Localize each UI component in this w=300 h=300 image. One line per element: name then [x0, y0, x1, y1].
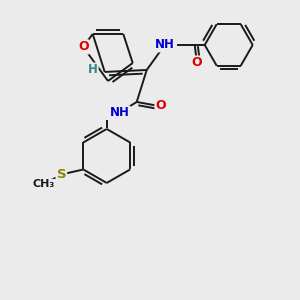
Text: S: S — [56, 168, 66, 181]
Text: O: O — [191, 56, 202, 70]
Text: O: O — [155, 100, 166, 112]
Text: O: O — [78, 40, 88, 53]
Text: H: H — [88, 64, 98, 76]
Text: NH: NH — [110, 106, 130, 119]
Text: NH: NH — [155, 38, 175, 52]
Text: CH₃: CH₃ — [32, 179, 55, 190]
